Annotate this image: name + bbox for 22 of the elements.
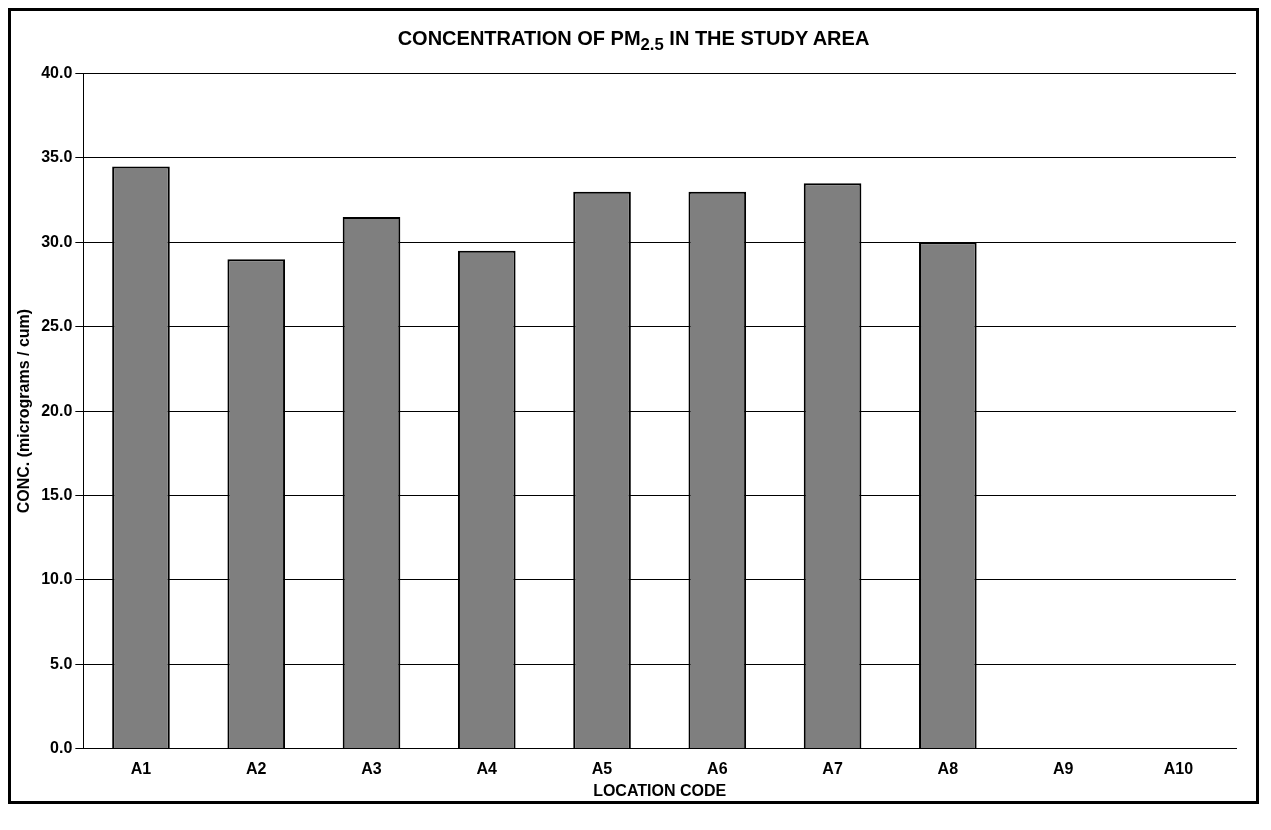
y-tick-label: 5.0: [50, 654, 73, 672]
y-tick-label: 15.0: [41, 485, 73, 503]
x-tick-label: A1: [130, 759, 152, 777]
x-tick-label: A3: [361, 759, 382, 777]
y-tick-label: 20.0: [41, 401, 73, 419]
x-tick-label: A4: [476, 759, 498, 777]
x-tick-label: A2: [246, 759, 267, 777]
x-tick-label: A5: [591, 759, 613, 777]
chart-title: CONCENTRATION OF PM$_{2.5}$ IN THE STUDY AREA: [396, 26, 871, 56]
y-tick-label: 40.0: [41, 64, 73, 82]
x-tick-label: A6: [707, 759, 728, 777]
y-tick-label: 0.0: [50, 739, 73, 757]
y-tick-label: 30.0: [41, 232, 73, 250]
x-tick-label: A7: [822, 759, 843, 777]
x-tick-label: A10: [1163, 759, 1194, 777]
y-tick-label: 35.0: [41, 148, 73, 166]
x-tick-label: A9: [1052, 759, 1074, 777]
y-tick-label: 25.0: [41, 317, 73, 335]
x-tick-label: A8: [937, 759, 959, 777]
y-axis-title: CONC. (micrograms / cum): [15, 308, 33, 514]
x-axis-title: LOCATION CODE: [593, 781, 727, 799]
y-tick-label: 10.0: [41, 570, 73, 588]
